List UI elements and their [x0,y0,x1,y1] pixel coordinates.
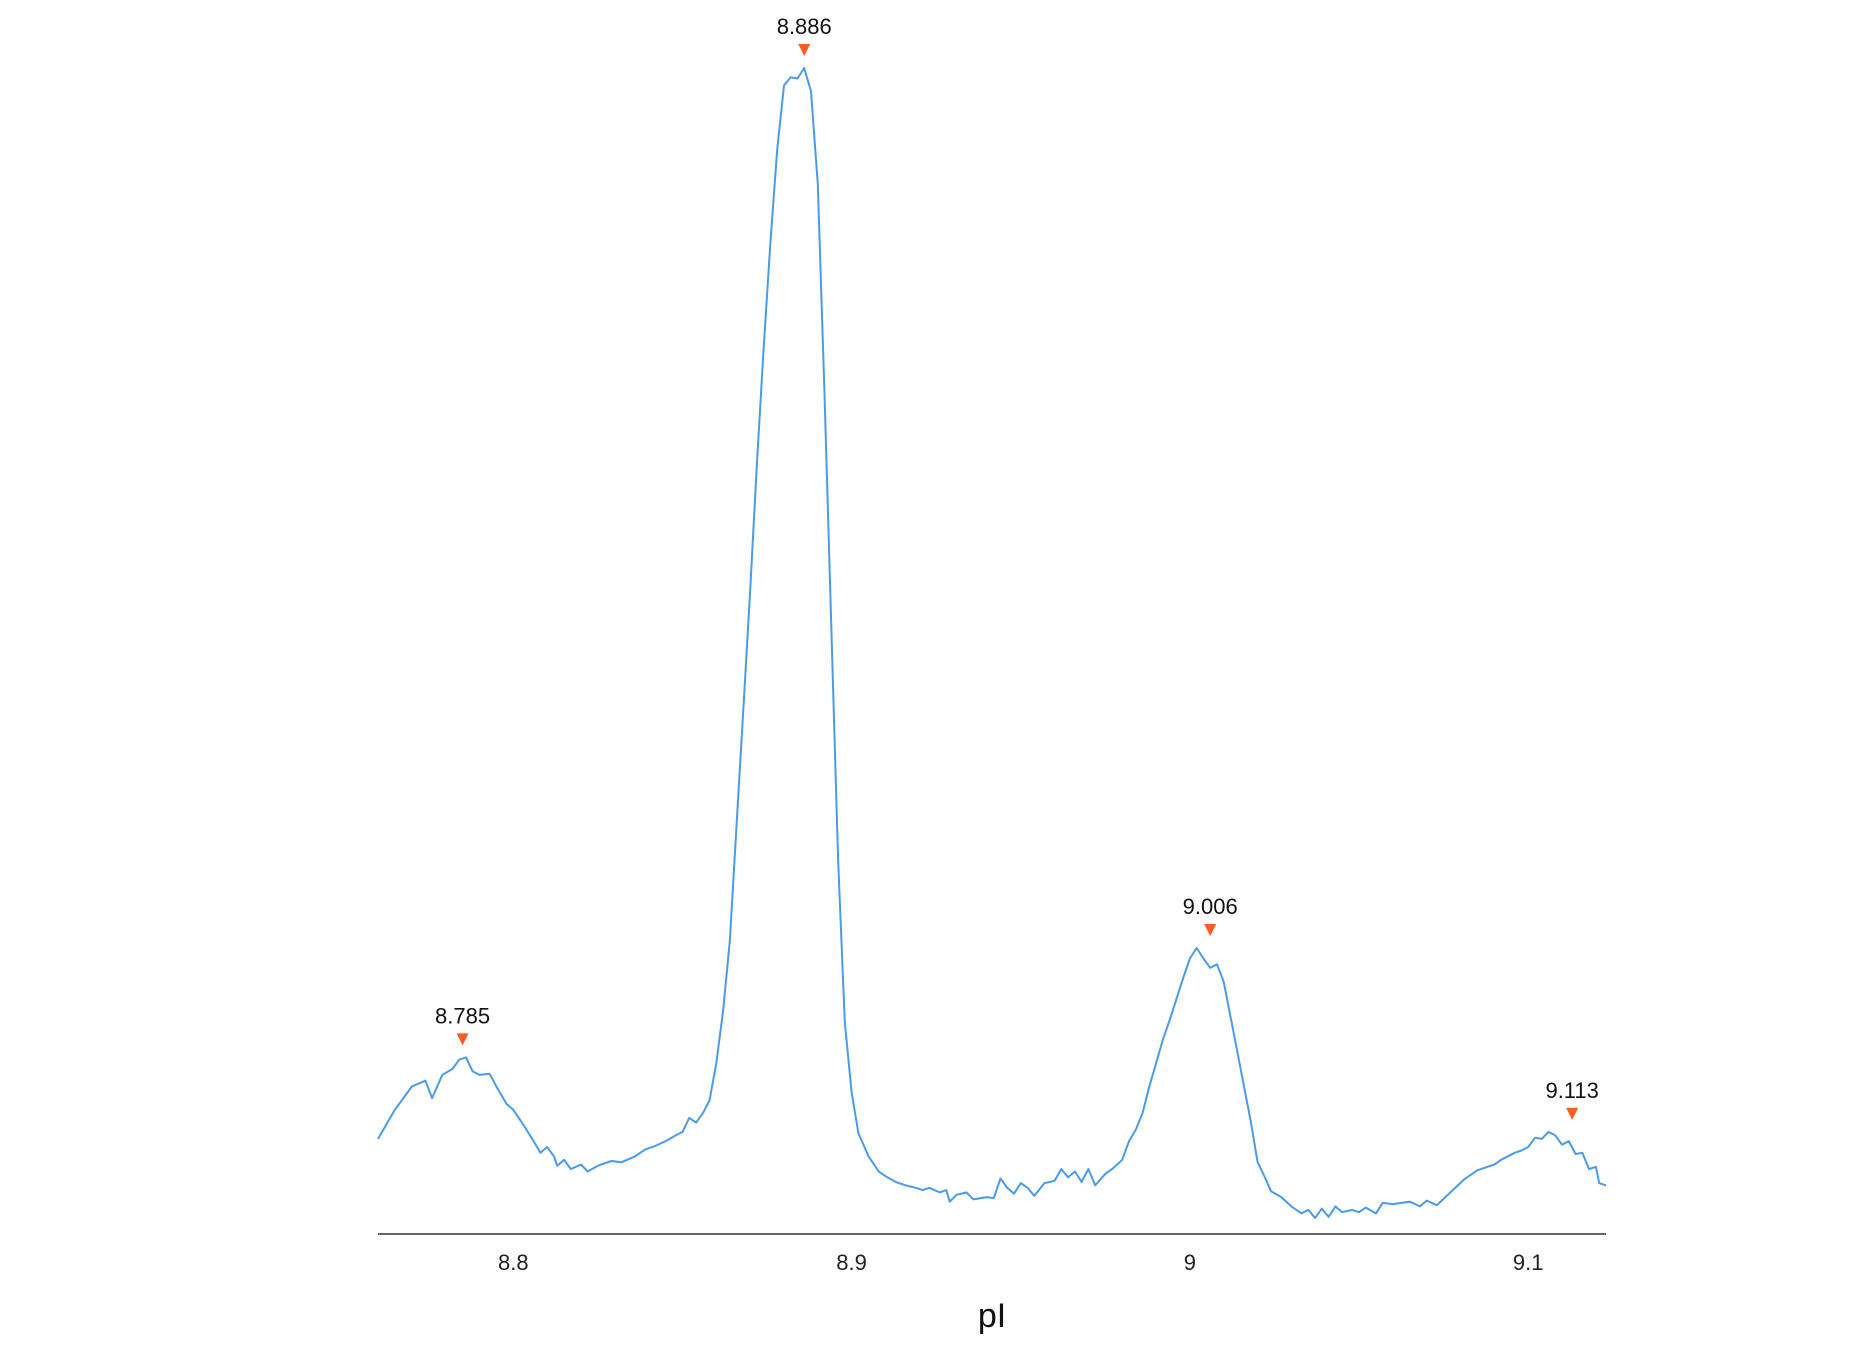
peak-label: 8.785 [435,1003,490,1028]
x-axis-ticks: 8.8 8.9 9 9.1 [498,1250,1543,1275]
plot-area [377,67,1607,1219]
x-tick-label: 9.1 [1513,1250,1544,1275]
peak-label: 9.113 [1545,1078,1598,1103]
x-tick-label: 8.9 [836,1250,867,1275]
x-tick-label: 9 [1184,1250,1196,1275]
peak-label: 8.886 [777,14,832,39]
x-tick-label: 8.8 [498,1250,529,1275]
peak-marker [798,44,811,56]
peak-annotations: 8.785 8.886 9.006 9.113 [435,14,1599,1120]
peak-marker [456,1033,469,1046]
peak-label: 9.006 [1183,894,1238,919]
peak-marker [1566,1107,1579,1120]
peak-marker [1204,923,1217,936]
series-line [377,67,1607,1219]
x-axis-title: pI [978,1297,1006,1335]
